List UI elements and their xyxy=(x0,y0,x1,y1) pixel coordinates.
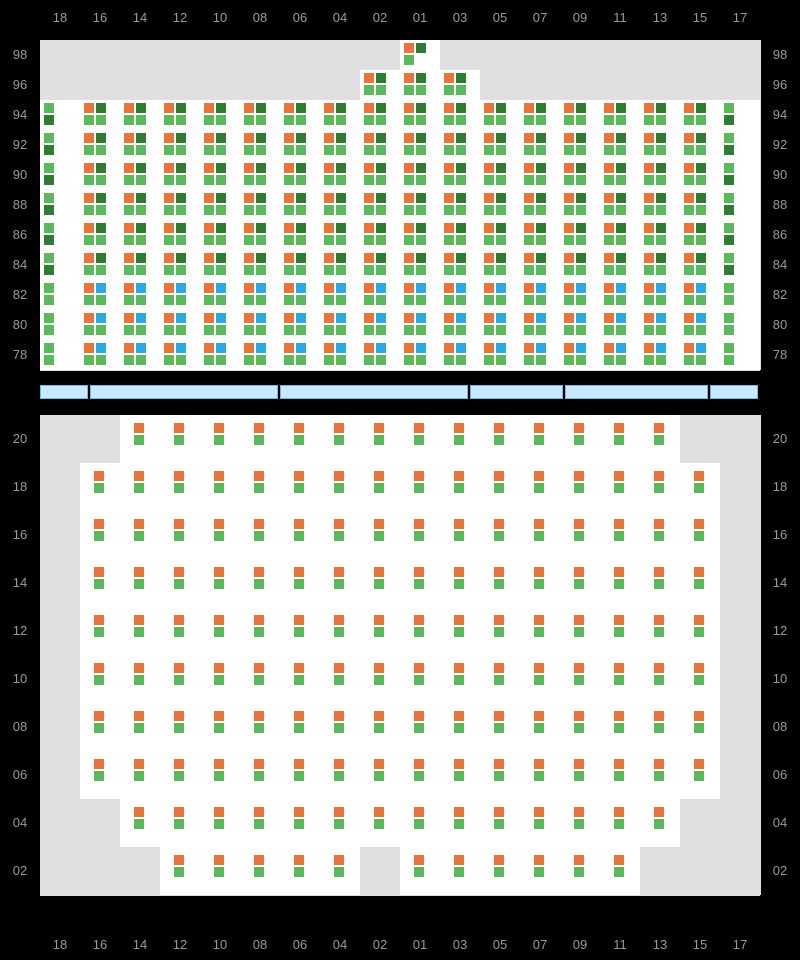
divider-rail xyxy=(90,385,278,399)
row-label-right: 06 xyxy=(760,765,800,785)
col-header-bottom: 01 xyxy=(400,935,440,955)
divider-rail xyxy=(40,385,88,399)
col-header-top: 01 xyxy=(400,8,440,28)
col-header-bottom: 15 xyxy=(680,935,720,955)
col-header-bottom: 14 xyxy=(120,935,160,955)
row-label-left: 02 xyxy=(0,861,40,881)
col-header-bottom: 09 xyxy=(560,935,600,955)
col-header-top: 11 xyxy=(600,8,640,28)
row-label-left: 10 xyxy=(0,669,40,689)
divider-rail xyxy=(280,385,468,399)
col-header-top: 15 xyxy=(680,8,720,28)
row-label-left: 04 xyxy=(0,813,40,833)
row-label-right: 02 xyxy=(760,861,800,881)
row-label-left: 20 xyxy=(0,429,40,449)
row-label-left: 82 xyxy=(0,285,40,305)
row-label-right: 94 xyxy=(760,105,800,125)
row-label-right: 12 xyxy=(760,621,800,641)
col-header-top: 03 xyxy=(440,8,480,28)
col-header-bottom: 06 xyxy=(280,935,320,955)
row-label-right: 92 xyxy=(760,135,800,155)
row-label-left: 06 xyxy=(0,765,40,785)
row-label-right: 18 xyxy=(760,477,800,497)
row-label-left: 88 xyxy=(0,195,40,215)
row-label-left: 84 xyxy=(0,255,40,275)
row-label-right: 04 xyxy=(760,813,800,833)
col-header-top: 13 xyxy=(640,8,680,28)
row-label-left: 80 xyxy=(0,315,40,335)
col-header-top: 14 xyxy=(120,8,160,28)
divider-rail xyxy=(565,385,708,399)
col-header-bottom: 11 xyxy=(600,935,640,955)
col-header-bottom: 05 xyxy=(480,935,520,955)
row-label-left: 92 xyxy=(0,135,40,155)
col-header-top: 08 xyxy=(240,8,280,28)
row-label-left: 78 xyxy=(0,345,40,365)
col-header-bottom: 10 xyxy=(200,935,240,955)
row-label-right: 16 xyxy=(760,525,800,545)
col-header-top: 17 xyxy=(720,8,760,28)
col-header-bottom: 17 xyxy=(720,935,760,955)
col-header-top: 05 xyxy=(480,8,520,28)
col-header-top: 04 xyxy=(320,8,360,28)
row-label-right: 82 xyxy=(760,285,800,305)
col-header-bottom: 03 xyxy=(440,935,480,955)
row-label-left: 14 xyxy=(0,573,40,593)
row-label-right: 20 xyxy=(760,429,800,449)
col-header-bottom: 08 xyxy=(240,935,280,955)
row-label-left: 96 xyxy=(0,75,40,95)
seating-map: 1818161614141212101008080606040402020101… xyxy=(0,0,800,960)
row-label-right: 10 xyxy=(760,669,800,689)
col-header-bottom: 04 xyxy=(320,935,360,955)
row-label-right: 88 xyxy=(760,195,800,215)
col-header-bottom: 16 xyxy=(80,935,120,955)
row-label-right: 98 xyxy=(760,45,800,65)
divider-rail xyxy=(710,385,758,399)
col-header-top: 07 xyxy=(520,8,560,28)
col-header-top: 12 xyxy=(160,8,200,28)
row-label-right: 90 xyxy=(760,165,800,185)
row-label-right: 08 xyxy=(760,717,800,737)
row-label-right: 96 xyxy=(760,75,800,95)
col-header-bottom: 18 xyxy=(40,935,80,955)
col-header-top: 10 xyxy=(200,8,240,28)
row-label-left: 98 xyxy=(0,45,40,65)
row-label-right: 86 xyxy=(760,225,800,245)
col-header-top: 18 xyxy=(40,8,80,28)
col-header-bottom: 02 xyxy=(360,935,400,955)
divider-rail xyxy=(470,385,563,399)
col-header-top: 16 xyxy=(80,8,120,28)
col-header-top: 02 xyxy=(360,8,400,28)
row-label-right: 84 xyxy=(760,255,800,275)
col-header-bottom: 07 xyxy=(520,935,560,955)
row-label-left: 18 xyxy=(0,477,40,497)
row-label-right: 80 xyxy=(760,315,800,335)
row-label-left: 86 xyxy=(0,225,40,245)
col-header-top: 06 xyxy=(280,8,320,28)
row-label-left: 94 xyxy=(0,105,40,125)
col-header-bottom: 12 xyxy=(160,935,200,955)
row-label-left: 16 xyxy=(0,525,40,545)
col-header-top: 09 xyxy=(560,8,600,28)
row-label-left: 12 xyxy=(0,621,40,641)
row-label-right: 78 xyxy=(760,345,800,365)
col-header-bottom: 13 xyxy=(640,935,680,955)
row-label-left: 90 xyxy=(0,165,40,185)
row-label-right: 14 xyxy=(760,573,800,593)
row-label-left: 08 xyxy=(0,717,40,737)
